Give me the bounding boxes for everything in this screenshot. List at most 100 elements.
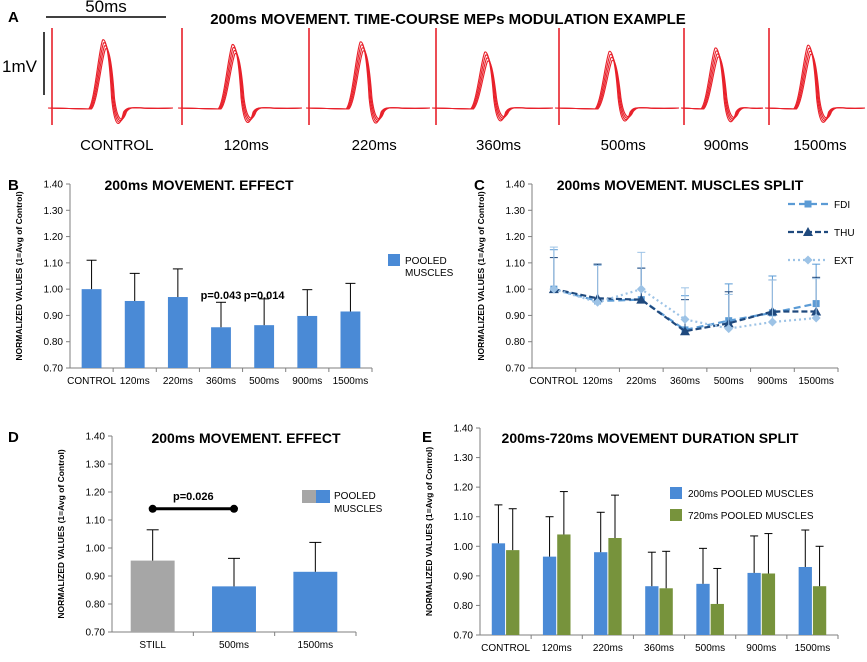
panel-b-label: B — [8, 177, 19, 194]
x-tick-label: 120ms — [120, 376, 150, 387]
mep-sweep — [177, 44, 303, 123]
bar — [340, 311, 361, 368]
x-tick-label: 1500ms — [298, 640, 334, 651]
legend-swatch — [670, 509, 682, 521]
data-point — [767, 317, 777, 327]
bar — [798, 566, 812, 635]
legend-swatch — [388, 254, 400, 266]
y-tick-label: 1.30 — [506, 206, 526, 217]
y-tick-label: 1.30 — [454, 453, 474, 464]
mep-sweep — [680, 50, 764, 121]
y-tick-label: 0.80 — [454, 601, 474, 612]
y-tick-label: 1.30 — [44, 206, 64, 217]
legend-label: 720ms POOLED MUSCLES — [688, 511, 814, 522]
data-point — [549, 284, 559, 294]
x-tick-label: 500ms — [249, 376, 279, 387]
x-tick-label: 360ms — [644, 643, 674, 654]
x-tick-label: 220ms — [593, 643, 623, 654]
bar — [491, 543, 506, 635]
mep-sweep — [305, 50, 431, 120]
y-tick-label: 1.00 — [506, 285, 526, 296]
legend-marker — [803, 255, 813, 265]
chart-c: 200ms MOVEMENT. MUSCLES SPLIT 0.70 0.80 0.9… — [476, 177, 855, 387]
legend-label: FDI — [834, 200, 850, 211]
trace-label: 120ms — [224, 137, 269, 154]
x-tick-label: 120ms — [583, 376, 613, 387]
panel-d-label: D — [8, 429, 19, 446]
y-axis-label: NORMALIZED VALUES (1=Avg of Control) — [424, 447, 434, 616]
y-tick-label: 1.40 — [506, 180, 526, 191]
y-tick-label: 0.80 — [86, 600, 106, 611]
y-tick-label: 1.40 — [44, 180, 64, 191]
y-tick-label: 1.00 — [454, 542, 474, 553]
bar — [254, 325, 275, 368]
chart-d: 200ms MOVEMENT. EFFECT 0.70 0.80 0.90 1.00 1.… — [56, 430, 383, 651]
x-tick-label: 1500ms — [333, 376, 369, 387]
chart-b: 200ms MOVEMENT. EFFECT 0.70 0.80 0.90 1.00 1.… — [14, 177, 454, 387]
panel-e-label: E — [422, 429, 432, 446]
x-tick-label: 360ms — [670, 376, 700, 387]
x-tick-label: 220ms — [626, 376, 656, 387]
y-tick-label: 1.20 — [44, 232, 64, 243]
data-point — [811, 313, 821, 323]
x-tick-label: 360ms — [206, 376, 236, 387]
amp-scale-label: 1mV — [2, 57, 38, 76]
y-axis-label: NORMALIZED VALUES (1=Avg of Control) — [14, 191, 24, 360]
y-axis-label: NORMALIZED VALUES (1=Avg of Control) — [56, 449, 66, 618]
bar — [747, 572, 761, 635]
chart-e: 200ms-720ms MOVEMENT DURATION SPLIT 0.70 0… — [424, 424, 839, 654]
y-tick-label: 0.80 — [44, 337, 64, 348]
legend-label: 200ms POOLED MUSCLES — [688, 489, 814, 500]
bar — [594, 552, 608, 635]
bar — [506, 550, 520, 635]
data-point — [724, 324, 734, 334]
x-tick-label: 900ms — [746, 643, 776, 654]
y-tick-label: 1.00 — [44, 285, 64, 296]
y-tick-label: 1.10 — [86, 516, 106, 527]
y-tick-label: 1.00 — [86, 544, 106, 555]
panel-a-label: A — [8, 9, 19, 26]
mep-sweep — [554, 51, 680, 122]
time-scale-label: 50ms — [85, 0, 127, 16]
x-tick-label: CONTROL — [67, 376, 116, 387]
data-point — [680, 314, 690, 324]
legend-label: THU — [834, 228, 855, 239]
legend-marker — [804, 200, 812, 208]
y-tick-label: 0.90 — [86, 572, 106, 583]
y-tick-label: 0.90 — [454, 571, 474, 582]
y-tick-label: 1.10 — [506, 258, 526, 269]
legend-swatch — [670, 487, 682, 499]
chart-title: 200ms MOVEMENT. EFFECT — [151, 430, 340, 446]
x-tick-label: STILL — [139, 640, 166, 651]
mep-sweep — [431, 51, 554, 122]
bar — [81, 289, 102, 368]
legend-label: POOLED — [334, 491, 376, 502]
legend-label: MUSCLES — [405, 268, 454, 279]
y-tick-label: 1.20 — [86, 488, 106, 499]
mep-sweep — [305, 41, 431, 124]
mep-sweep — [431, 60, 554, 118]
bar — [696, 583, 710, 635]
bar — [211, 327, 231, 368]
legend-label: POOLED — [405, 256, 447, 267]
mep-sweep — [554, 60, 680, 118]
chart-title: 200ms MOVEMENT. MUSCLES SPLIT — [557, 177, 804, 193]
x-tick-label: 500ms — [714, 376, 744, 387]
chart-title: 200ms MOVEMENT. EFFECT — [104, 177, 293, 193]
bar — [542, 556, 557, 635]
p-value-annotation: p=0.014 — [244, 290, 286, 302]
mep-sweep — [47, 39, 174, 124]
y-tick-label: 0.70 — [86, 628, 106, 639]
bar — [608, 538, 622, 635]
bar — [167, 297, 188, 368]
y-axis-label: NORMALIZED VALUES (1=Avg of Control) — [476, 191, 486, 360]
y-tick-label: 1.30 — [86, 460, 106, 471]
mep-sweep — [680, 56, 764, 119]
data-point — [636, 294, 647, 304]
y-tick-label: 1.20 — [454, 483, 474, 494]
legend-marker — [803, 227, 813, 236]
x-tick-label: 900ms — [292, 376, 322, 387]
trace-label: 360ms — [476, 137, 521, 154]
x-tick-label: CONTROL — [529, 376, 578, 387]
